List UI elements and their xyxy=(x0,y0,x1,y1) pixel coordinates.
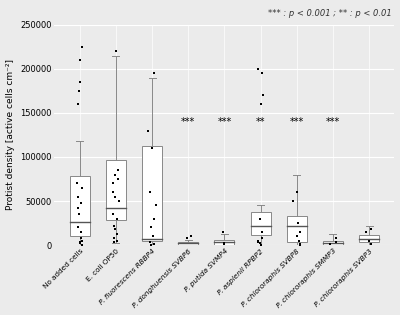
Text: *** : p < 0.001 ; ** : p < 0.01: *** : p < 0.001 ; ** : p < 0.01 xyxy=(268,9,392,19)
Text: **: ** xyxy=(256,117,265,127)
Bar xyxy=(106,160,126,220)
Bar xyxy=(70,176,90,236)
Text: ***: *** xyxy=(326,117,340,127)
Bar xyxy=(142,146,162,241)
Y-axis label: Protist density [active cells cm⁻²]: Protist density [active cells cm⁻²] xyxy=(6,60,14,210)
Text: ***: *** xyxy=(290,117,304,127)
Bar xyxy=(178,242,198,245)
Bar xyxy=(287,216,307,243)
Text: ***: *** xyxy=(217,117,232,127)
Bar xyxy=(323,241,343,245)
Bar xyxy=(359,235,379,243)
Text: ***: *** xyxy=(181,117,195,127)
Bar xyxy=(214,240,234,245)
Bar xyxy=(251,212,270,235)
